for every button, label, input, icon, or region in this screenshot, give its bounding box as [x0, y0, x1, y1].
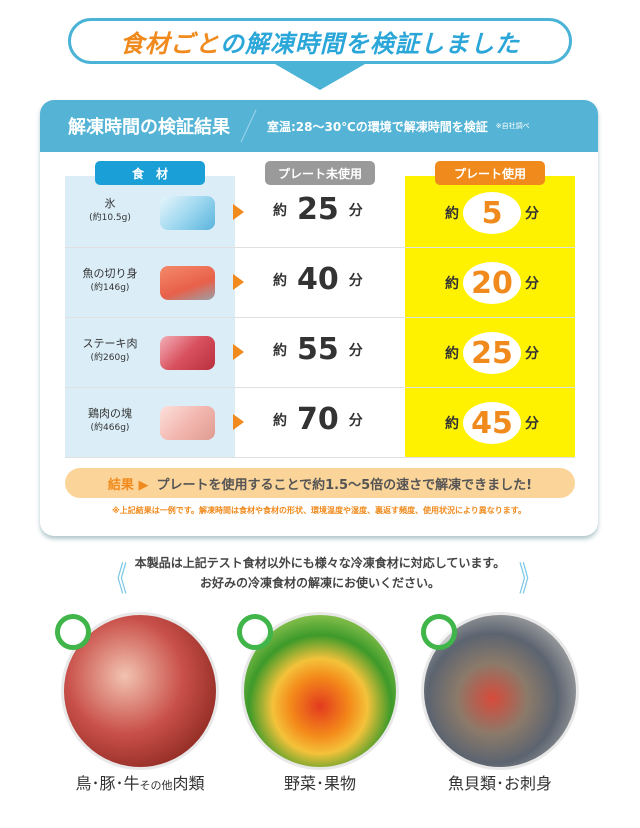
- result-text: プレートを使用することで約1.5〜5倍の速さで解凍できました!: [156, 477, 533, 493]
- support-message: 本製品は上記テスト食材以外にも様々な冷凍食材に対応しています。 お好みの冷凍食材…: [134, 556, 506, 590]
- category-vegetables: 野菜･果物: [283, 774, 356, 793]
- page-title: 食材ごとの解凍時間を検証 しました: [68, 18, 572, 64]
- food-name: 魚の切り身 (約146g): [82, 267, 138, 293]
- salmon-fillet-icon: [160, 266, 215, 300]
- food-name: 鶏肉の塊 (約466g): [88, 407, 132, 433]
- check-circle-icon: [55, 614, 91, 650]
- results-table: 氷 (約10.5g) 約 25 分 約 5 分魚の切り身 (約146g) 約 40 分 約 20 分…: [65, 161, 575, 458]
- arrow-right-icon: [233, 274, 244, 290]
- chevron-right-icon: 》: [518, 560, 540, 600]
- category-seafood: 魚貝類･お刺身: [447, 774, 552, 793]
- time-with-plate: 約 20 分: [445, 262, 539, 304]
- column-header-with-plate: プレート使用: [435, 161, 545, 185]
- divider: [240, 109, 257, 143]
- table-row: 鶏肉の塊 (約466g) 約 70 分 約 45 分: [65, 388, 575, 458]
- test-condition: 室温:28〜30℃の環境で解凍時間を検証: [267, 119, 488, 134]
- time-without-plate: 約 40 分: [273, 262, 363, 297]
- food-name: 氷 (約10.5g): [89, 197, 131, 223]
- time-with-plate: 約 45 分: [445, 402, 539, 444]
- arrow-right-icon: [233, 414, 244, 430]
- table-row: ステーキ肉 (約260g) 約 55 分 約 25 分: [65, 318, 575, 388]
- time-without-plate: 約 70 分: [273, 402, 363, 437]
- check-circle-icon: [421, 614, 457, 650]
- category-meat: 鳥･豚･牛その他肉類: [75, 774, 205, 793]
- chevron-left-icon: 《: [106, 560, 128, 600]
- table-row: 魚の切り身 (約146g) 約 40 分 約 20 分: [65, 248, 575, 318]
- time-with-plate: 約 25 分: [445, 332, 539, 374]
- food-name: ステーキ肉 (約260g): [82, 337, 138, 363]
- result-banner: 結果 ▶ プレートを使用することで約1.5〜5倍の速さで解凍できました!: [65, 468, 575, 498]
- card-header: 解凍時間の検証結果 室温:28〜30℃の環境で解凍時間を検証 ※自社調べ: [40, 100, 598, 152]
- down-triangle-icon: [275, 64, 365, 90]
- arrow-right-icon: [233, 344, 244, 360]
- arrow-right-icon: [233, 204, 244, 220]
- chicken-icon: [160, 406, 215, 440]
- disclaimer: ※上記結果は一例です。解凍時間は食材や食材の形状、環境温度や湿度、裏返す頻度、使…: [111, 506, 526, 515]
- results-card: 解凍時間の検証結果 室温:28〜30℃の環境で解凍時間を検証 ※自社調べ 氷 (約…: [40, 100, 598, 536]
- ice-cube-icon: [160, 196, 215, 230]
- card-heading: 解凍時間の検証結果: [68, 117, 230, 138]
- steak-icon: [160, 336, 215, 370]
- time-without-plate: 約 25 分: [273, 192, 363, 227]
- column-header-food: 食 材: [95, 161, 205, 185]
- result-label: 結果 ▶: [107, 477, 149, 493]
- in-house-note: ※自社調べ: [495, 122, 530, 130]
- column-header-without-plate: プレート未使用: [265, 161, 375, 185]
- check-circle-icon: [237, 614, 273, 650]
- time-without-plate: 約 55 分: [273, 332, 363, 367]
